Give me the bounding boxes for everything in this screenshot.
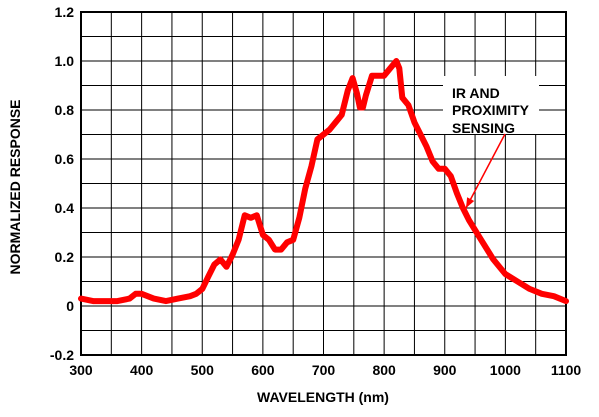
y-tick-label: 1.0 (55, 53, 75, 69)
y-tick-label: 0.2 (55, 249, 75, 265)
annotation-arrow (465, 133, 506, 209)
x-tick-label: 500 (191, 362, 215, 378)
x-tick-label: 900 (433, 362, 457, 378)
y-tick-label: -0.2 (50, 347, 74, 363)
x-tick-label: 300 (69, 362, 93, 378)
y-tick-labels: -0.2 0 0.2 0.4 0.6 0.8 1.0 1.2 (50, 4, 74, 363)
annotation-line-2: PROXIMITY (452, 102, 530, 118)
x-axis-title: WAVELENGTH (nm) (257, 389, 389, 405)
plot-frame (80, 11, 567, 356)
y-tick-label: 0.6 (55, 151, 75, 167)
grid-lines (81, 12, 566, 355)
annotation-line-3: SENSING (452, 120, 515, 136)
annotation-arrowhead (466, 197, 475, 208)
x-tick-label: 400 (130, 362, 154, 378)
y-axis-title: NORMALIZED RESPONSE (7, 99, 23, 274)
response-curve (78, 58, 569, 305)
x-tick-label: 1000 (490, 362, 521, 378)
x-tick-label: 600 (251, 362, 275, 378)
ir-proximity-annotation: IR AND PROXIMITY SENSING (443, 76, 539, 209)
y-tick-label: 0.8 (55, 102, 75, 118)
annotation-line-1: IR AND (452, 85, 500, 101)
y-tick-label: 0.4 (55, 200, 75, 216)
x-tick-label: 1100 (551, 362, 582, 378)
y-tick-label: 0 (66, 298, 74, 314)
x-tick-label: 800 (372, 362, 396, 378)
annotation-background (443, 76, 539, 134)
x-tick-labels: 300 400 500 600 700 800 900 1000 1100 (69, 362, 581, 378)
y-tick-label: 1.2 (55, 4, 75, 20)
x-tick-label: 700 (312, 362, 336, 378)
